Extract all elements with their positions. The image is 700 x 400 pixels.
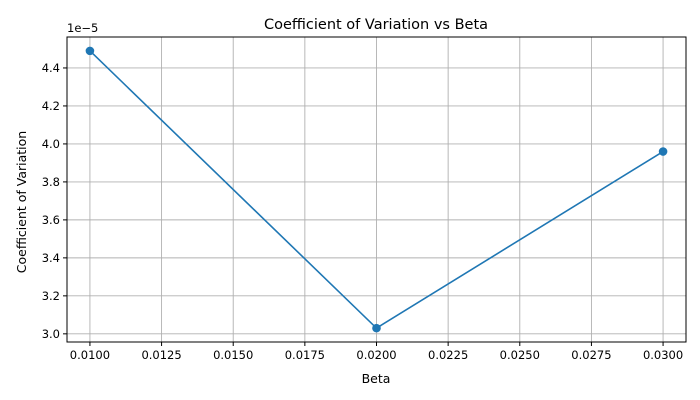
series-layer [85,46,668,333]
data-point [658,147,668,156]
y-tick-label: 4.4 [42,61,60,75]
y-tick-label: 3.4 [42,251,60,265]
x-tick-label: 0.0250 [500,348,540,362]
x-tick-label: 0.0200 [356,348,396,362]
x-tick-label: 0.0100 [70,348,110,362]
y-tick-label: 3.6 [42,213,60,227]
y-tick-label: 3.2 [42,289,60,303]
grid-layer [67,37,686,342]
y-tick-label: 4.2 [42,99,60,113]
x-tick-label: 0.0175 [285,348,325,362]
y-tick-label: 4.0 [42,137,60,151]
plot-frame [66,36,687,343]
data-point [85,46,95,56]
tick-layer: 0.0100 0.0125 0.0150 0.0175 0.0200 0.0225 0.02… [42,61,683,362]
data-point [372,323,381,333]
x-tick-label: 0.0275 [571,348,611,362]
y-tick-label: 3.0 [42,327,60,341]
y-axis-label: Coefficient of Variation [14,131,29,273]
x-tick-label: 0.0300 [643,348,683,362]
x-tick-label: 0.0125 [141,348,181,362]
y-offset-label: 1e−5 [67,21,98,35]
x-axis-label: Beta [362,371,391,386]
x-tick-label: 0.0225 [428,348,468,362]
x-tick-label: 0.0150 [213,348,253,362]
y-tick-label: 3.8 [42,175,60,189]
chart-title: Coefficient of Variation vs Beta [264,17,488,33]
